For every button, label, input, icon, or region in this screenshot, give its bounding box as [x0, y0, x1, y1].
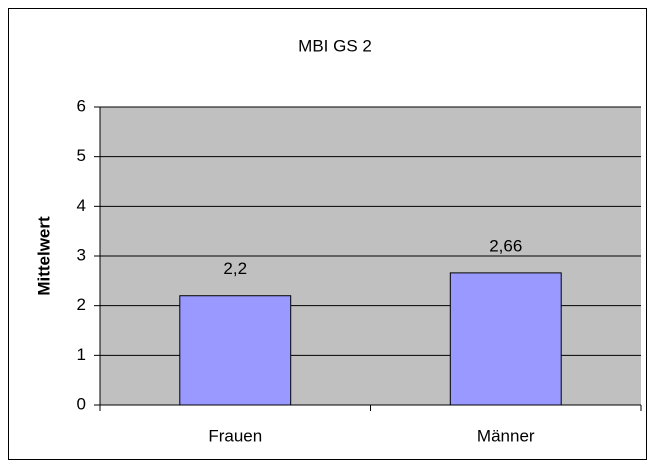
y-tick-label: 1: [77, 345, 86, 364]
y-tick-label: 2: [77, 295, 86, 314]
x-tick-label: Männer: [477, 426, 535, 445]
value-label: 2,2: [223, 259, 247, 278]
y-tick-label: 3: [77, 245, 86, 264]
y-tick-label: 4: [77, 196, 86, 215]
y-axis-label: Mittelwert: [34, 216, 53, 296]
x-tick-label: Frauen: [208, 426, 262, 445]
bar: [179, 295, 292, 406]
bar: [449, 272, 562, 406]
y-tick-label: 6: [77, 96, 86, 115]
y-tick-label: 0: [77, 394, 86, 413]
chart-title: MBI GS 2: [298, 36, 372, 55]
value-label: 2,66: [489, 236, 522, 255]
y-tick-label: 5: [77, 146, 86, 165]
